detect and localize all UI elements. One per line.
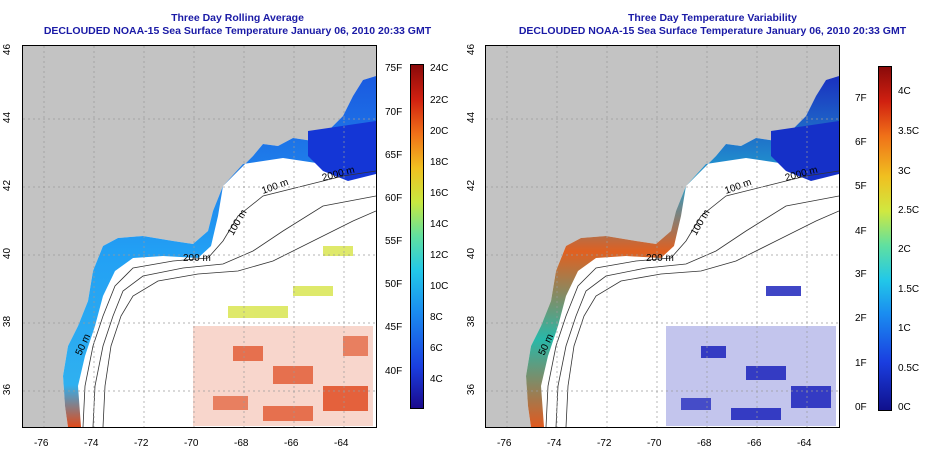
x-tick: -76 [497,438,512,449]
right-cbar-c: 3C [898,166,911,177]
right-cbar-c: 4C [898,86,911,97]
contour-label: 200 m [646,253,674,264]
right-colorbar [878,66,892,411]
left-cbar-c: 22C [430,95,449,106]
contour-label: 200 m [183,253,211,264]
x-tick: -72 [597,438,612,449]
contour-label: 100 m [226,208,249,238]
right-map: 50 m 100 m 200 m 2000 m 100 m [485,45,840,428]
sst-coastal-band [63,76,376,427]
right-cbar-f: 1F [855,358,867,369]
y-tick: 44 [466,111,478,124]
left-cbar-c: 16C [430,188,449,199]
y-tick: 40 [466,247,478,260]
left-cbar-f: 60F [385,193,403,204]
x-tick: -74 [547,438,562,449]
x-tick: -64 [797,438,812,449]
right-panel: Three Day Temperature Variability DECLOU… [466,0,950,475]
graticule [486,46,839,427]
y-tick: 36 [466,383,478,396]
y-tick: 38 [2,315,14,328]
left-cbar-c: 18C [430,157,449,168]
x-tick: -76 [34,438,49,449]
left-cbar-c: 4C [430,374,443,385]
right-cbar-c: 1C [898,323,911,334]
left-map-svg: 50 m 100 m 200 m 2000 m 100 m [23,46,376,427]
right-cbar-c: 0C [898,402,911,413]
variability-offshore [666,286,836,426]
land-mass [23,46,376,427]
right-cbar-f: 0F [855,402,867,413]
variability-gulf-patch [771,121,839,181]
left-cbar-c: 24C [430,63,449,74]
x-tick: -74 [84,438,99,449]
left-cbar-c: 8C [430,312,443,323]
x-tick: -68 [697,438,712,449]
left-cbar-c: 14C [430,219,449,230]
right-cbar-f: 4F [855,226,867,237]
land-mass [486,46,839,427]
y-tick: 44 [2,111,14,124]
left-cbar-f: 50F [385,279,403,290]
left-panel: Three Day Rolling Average DECLOUDED NOAA… [2,12,449,449]
y-tick: 42 [466,179,478,192]
right-cbar-f: 5F [855,181,867,192]
right-cbar-f: 6F [855,137,867,148]
x-tick: -66 [747,438,762,449]
x-tick: -70 [184,438,199,449]
graticule [23,46,376,427]
sst-offshore-yellow [228,246,353,318]
left-cbar-c: 12C [430,250,449,261]
left-colorbar [410,64,424,409]
right-cbar-c: 2.5C [898,205,920,216]
right-cbar-f: 2F [855,313,867,324]
y-tick: 38 [466,315,478,328]
x-tick: -66 [284,438,299,449]
contour-label: 100 m [723,177,753,197]
right-cbar-f: 7F [855,93,867,104]
left-title-line2: DECLOUDED NOAA-15 Sea Surface Temperatur… [43,25,432,37]
x-tick: -72 [134,438,149,449]
right-cbar-c: 0.5C [898,363,920,374]
x-tick: -70 [647,438,662,449]
x-tick: -64 [334,438,349,449]
right-map-svg: 50 m 100 m 200 m 2000 m 100 m [486,46,839,427]
left-cbar-f: 40F [385,366,403,377]
left-cbar-c: 10C [430,281,449,292]
sst-offshore-warm [193,326,373,426]
right-cbar-f: 3F [855,269,867,280]
left-map: 50 m 100 m 200 m 2000 m 100 m [22,45,377,428]
left-cbar-c: 20C [430,126,449,137]
left-cbar-f: 65F [385,150,403,161]
left-cbar-c: 6C [430,343,443,354]
isobath-contours [82,170,376,427]
left-cbar-f: 45F [385,322,403,333]
left-cbar-f: 70F [385,107,403,118]
right-title-line2: DECLOUDED NOAA-15 Sea Surface Temperatur… [518,25,907,37]
left-cbar-f: 75F [385,63,403,74]
y-tick: 42 [2,179,14,192]
x-tick: -68 [234,438,249,449]
right-cbar-c: 3.5C [898,126,920,137]
isobath-contours [545,170,839,427]
left-cbar-f: 55F [385,236,403,247]
y-tick: 46 [2,43,14,56]
right-cbar-c: 2C [898,244,911,255]
y-tick: 36 [2,383,14,396]
contour-label: 100 m [260,177,290,197]
right-title-line1: Three Day Temperature Variability [627,12,798,24]
sst-gulf-patch [308,121,376,181]
y-tick: 40 [2,247,14,260]
y-tick: 46 [466,43,478,56]
contour-label: 100 m [689,208,712,238]
right-cbar-c: 1.5C [898,284,920,295]
left-title-line1: Three Day Rolling Average [171,12,304,24]
variability-coastal-band [526,76,839,427]
